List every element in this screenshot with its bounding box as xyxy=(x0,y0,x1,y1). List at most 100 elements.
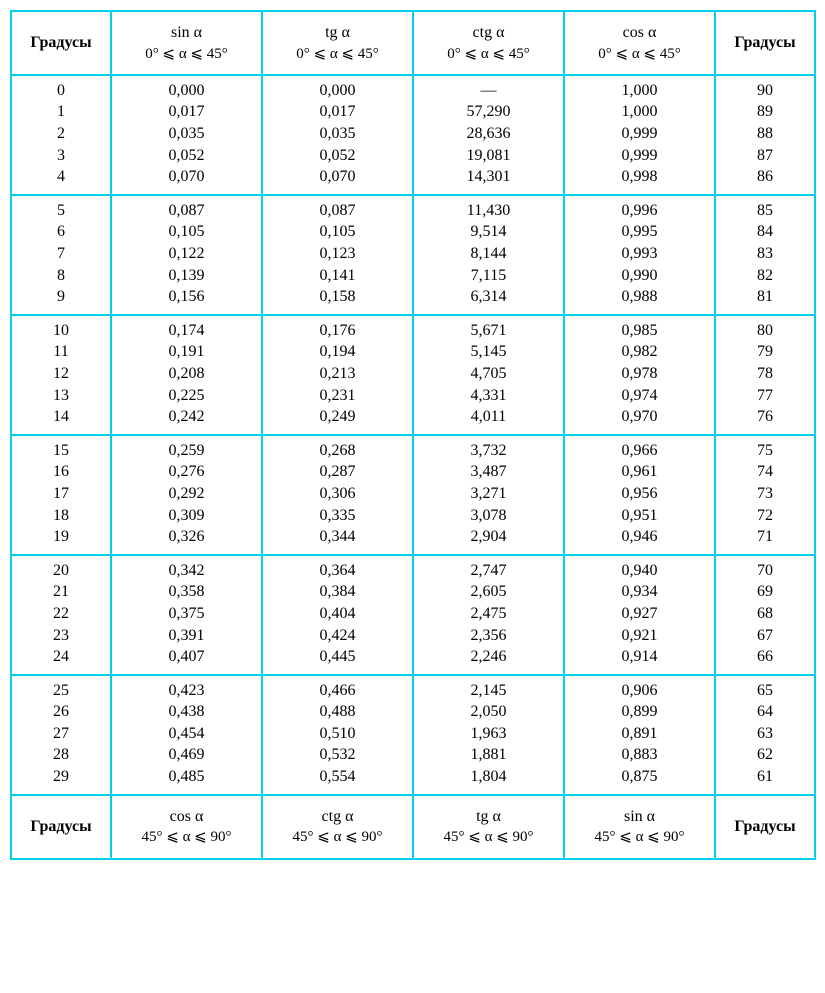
cell-value: 1,963 xyxy=(414,723,563,745)
cell-value: 0,035 xyxy=(263,123,412,145)
cell-value: 62 xyxy=(716,744,814,766)
header-row-bottom: Градусы cos α 45° ⩽ α ⩽ 90° ctg α 45° ⩽ … xyxy=(11,795,815,859)
data-group: 15161718190,2590,2760,2920,3090,3260,268… xyxy=(11,435,815,555)
cell-value: 0,970 xyxy=(565,406,714,428)
cell-value: 28 xyxy=(12,744,110,766)
table-cell: 1011121314 xyxy=(11,315,111,435)
cell-value: 0,985 xyxy=(565,320,714,342)
table-cell: 0,2590,2760,2920,3090,326 xyxy=(111,435,262,555)
cell-value: 0,358 xyxy=(112,581,261,603)
table-cell: 1,0001,0000,9990,9990,998 xyxy=(564,75,715,195)
cell-value: 2,356 xyxy=(414,625,563,647)
header-func-3: cos α 0° ⩽ α ⩽ 45° xyxy=(564,11,715,75)
cell-value: 65 xyxy=(716,680,814,702)
cell-value: 0,424 xyxy=(263,625,412,647)
header-func-0: cos α 45° ⩽ α ⩽ 90° xyxy=(111,795,262,859)
cell-value: 0,438 xyxy=(112,701,261,723)
cell-value: 76 xyxy=(716,406,814,428)
cell-value: 0,488 xyxy=(263,701,412,723)
cell-value: 0,287 xyxy=(263,461,412,483)
cell-value: 0,978 xyxy=(565,363,714,385)
cell-value: 0,017 xyxy=(263,101,412,123)
header-degrees-right: Градусы xyxy=(715,11,815,75)
header-func-0: sin α 0° ⩽ α ⩽ 45° xyxy=(111,11,262,75)
cell-value: 19,081 xyxy=(414,145,563,167)
cell-value: 27 xyxy=(12,723,110,745)
cell-value: 0,213 xyxy=(263,363,412,385)
cell-value: 83 xyxy=(716,243,814,265)
cell-value: 0,921 xyxy=(565,625,714,647)
cell-value: 68 xyxy=(716,603,814,625)
cell-value: 0,961 xyxy=(565,461,714,483)
cell-value: 0,123 xyxy=(263,243,412,265)
cell-value: 13 xyxy=(12,385,110,407)
cell-value: 87 xyxy=(716,145,814,167)
cell-value: 0,174 xyxy=(112,320,261,342)
table-cell: 0,1760,1940,2130,2310,249 xyxy=(262,315,413,435)
header-degrees-left: Градусы xyxy=(11,11,111,75)
cell-value: 2,246 xyxy=(414,646,563,668)
cell-value: 3,271 xyxy=(414,483,563,505)
cell-value: 2,904 xyxy=(414,526,563,548)
cell-value: 0,191 xyxy=(112,341,261,363)
cell-value: 9 xyxy=(12,286,110,308)
cell-value: 0,996 xyxy=(565,200,714,222)
cell-value: 4,011 xyxy=(414,406,563,428)
cell-value: 0,391 xyxy=(112,625,261,647)
cell-value: 85 xyxy=(716,200,814,222)
cell-value: 1 xyxy=(12,101,110,123)
cell-value: 3,487 xyxy=(414,461,563,483)
cell-value: 24 xyxy=(12,646,110,668)
table-cell: 0,4230,4380,4540,4690,485 xyxy=(111,675,262,795)
cell-value: 16 xyxy=(12,461,110,483)
cell-value: 0,993 xyxy=(565,243,714,265)
cell-value: 78 xyxy=(716,363,814,385)
cell-value: 81 xyxy=(716,286,814,308)
cell-value: 5,145 xyxy=(414,341,563,363)
cell-value: 5 xyxy=(12,200,110,222)
cell-value: 10 xyxy=(12,320,110,342)
table-cell: —57,29028,63619,08114,301 xyxy=(413,75,564,195)
cell-value: 0,454 xyxy=(112,723,261,745)
table-cell: 9089888786 xyxy=(715,75,815,195)
cell-value: 14 xyxy=(12,406,110,428)
cell-value: 0,927 xyxy=(565,603,714,625)
cell-value: 77 xyxy=(716,385,814,407)
table-cell: 2021222324 xyxy=(11,555,111,675)
cell-value: 66 xyxy=(716,646,814,668)
cell-value: 0,035 xyxy=(112,123,261,145)
cell-value: 7,115 xyxy=(414,265,563,287)
table-cell: 0,0000,0170,0350,0520,070 xyxy=(262,75,413,195)
cell-value: 0,995 xyxy=(565,221,714,243)
cell-value: 90 xyxy=(716,80,814,102)
cell-value: 0,485 xyxy=(112,766,261,788)
cell-value: 26 xyxy=(12,701,110,723)
cell-value: 0,940 xyxy=(565,560,714,582)
table-cell: 0,9850,9820,9780,9740,970 xyxy=(564,315,715,435)
cell-value: 0,510 xyxy=(263,723,412,745)
cell-value: 0,208 xyxy=(112,363,261,385)
data-group: 567890,0870,1050,1220,1390,1560,0870,105… xyxy=(11,195,815,315)
cell-value: 69 xyxy=(716,581,814,603)
cell-value: 88 xyxy=(716,123,814,145)
cell-value: 12 xyxy=(12,363,110,385)
cell-value: 28,636 xyxy=(414,123,563,145)
cell-value: 0,982 xyxy=(565,341,714,363)
cell-value: 0,087 xyxy=(263,200,412,222)
cell-value: 57,290 xyxy=(414,101,563,123)
table-cell: 0,0870,1050,1220,1390,156 xyxy=(111,195,262,315)
cell-value: 0,423 xyxy=(112,680,261,702)
cell-value: 67 xyxy=(716,625,814,647)
data-group: 10111213140,1740,1910,2080,2250,2420,176… xyxy=(11,315,815,435)
cell-value: 2,475 xyxy=(414,603,563,625)
cell-value: 1,000 xyxy=(565,80,714,102)
cell-value: 0,445 xyxy=(263,646,412,668)
cell-value: 0,052 xyxy=(263,145,412,167)
cell-value: 0,276 xyxy=(112,461,261,483)
table-cell: 8584838281 xyxy=(715,195,815,315)
cell-value: 0,070 xyxy=(263,166,412,188)
cell-value: 0,951 xyxy=(565,505,714,527)
cell-value: 0,883 xyxy=(565,744,714,766)
cell-value: 1,881 xyxy=(414,744,563,766)
header-row-top: Градусы sin α 0° ⩽ α ⩽ 45° tg α 0° ⩽ α ⩽… xyxy=(11,11,815,75)
